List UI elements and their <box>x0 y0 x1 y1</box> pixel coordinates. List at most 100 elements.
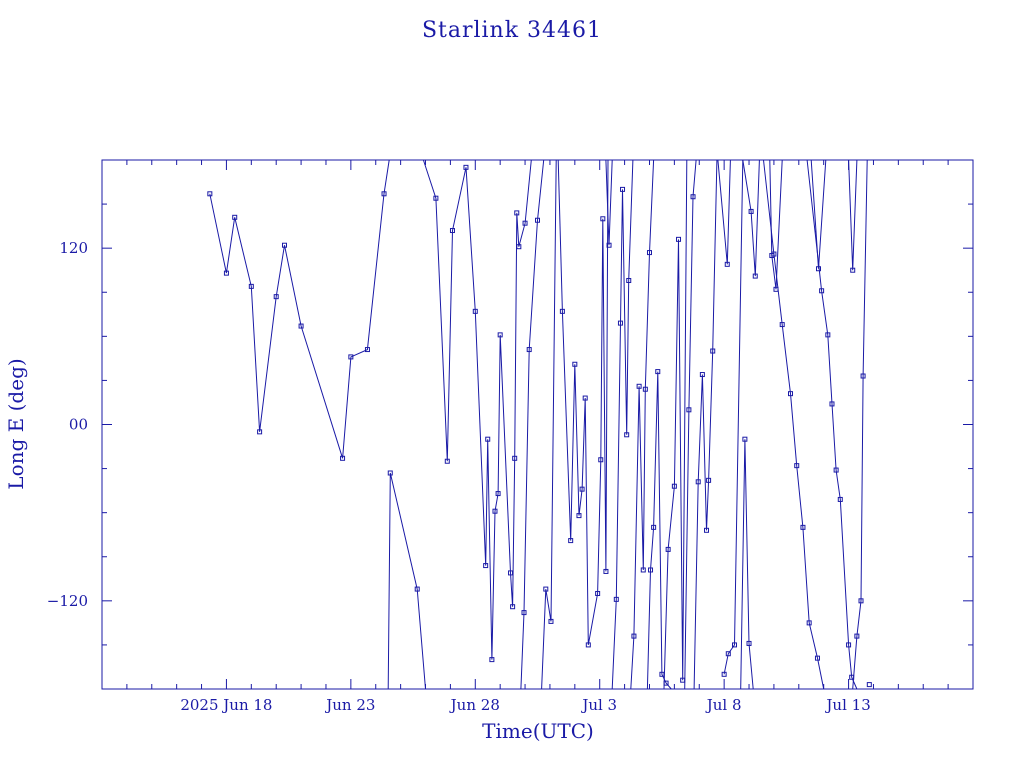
data-point <box>340 455 346 461</box>
series-line <box>852 159 868 690</box>
data-point <box>463 164 469 170</box>
data-point <box>724 261 730 267</box>
x-tick-label: Jul 8 <box>705 696 742 714</box>
data-point <box>472 308 478 314</box>
series-line <box>209 159 390 459</box>
data-point <box>710 348 716 354</box>
data-point <box>449 228 455 234</box>
data-point <box>485 436 491 442</box>
data-point <box>825 332 831 338</box>
data-point <box>806 620 812 626</box>
series-line <box>848 159 858 271</box>
data-point <box>576 513 582 519</box>
axis-ticks <box>101 159 974 690</box>
series-line <box>684 159 697 690</box>
data-point <box>695 479 701 485</box>
data-point <box>559 308 565 314</box>
data-point <box>706 477 712 483</box>
data-point <box>273 294 279 300</box>
data-point <box>489 657 495 663</box>
data-point <box>642 386 648 392</box>
series-line <box>806 159 858 690</box>
series-line <box>611 159 634 690</box>
data-point <box>788 391 794 397</box>
data-point <box>846 642 852 648</box>
data-point <box>640 567 646 573</box>
data-point <box>699 372 705 378</box>
y-tick-label: 120 <box>59 239 88 257</box>
series-line <box>646 371 672 690</box>
data-point <box>444 458 450 464</box>
data-point <box>860 373 866 379</box>
data-point <box>381 191 387 197</box>
x-tick-label: Jun 28 <box>449 696 500 714</box>
data-point <box>512 455 518 461</box>
data-point <box>248 283 254 289</box>
data-point <box>508 570 514 576</box>
data-point <box>579 486 585 492</box>
data-point <box>617 320 623 326</box>
data-point <box>223 270 229 276</box>
y-tick-label: −120 <box>47 592 88 610</box>
data-point <box>659 671 665 677</box>
series-line <box>717 159 731 265</box>
data-point <box>516 244 522 250</box>
data-point <box>680 677 686 683</box>
data-point <box>548 618 554 624</box>
data-point <box>794 463 800 469</box>
data-point <box>572 361 578 367</box>
series-line <box>422 159 532 660</box>
series-line <box>810 159 827 269</box>
data-point <box>585 642 591 648</box>
data-point <box>819 288 825 294</box>
series-line <box>520 159 545 690</box>
data-point <box>595 590 601 596</box>
y-tick-labels: 120 00 −120 <box>47 239 88 610</box>
data-point <box>866 682 872 688</box>
data-point <box>598 457 604 463</box>
series-line <box>740 439 754 690</box>
data-point <box>387 470 393 476</box>
data-point <box>348 354 354 360</box>
data-point <box>651 524 657 530</box>
series-line <box>387 472 426 690</box>
plot-frame <box>101 159 974 690</box>
data-point <box>725 651 731 657</box>
series-line <box>769 159 783 290</box>
data-point <box>816 266 822 272</box>
data-point <box>779 322 785 328</box>
data-point <box>748 208 754 214</box>
x-tick-label: Jul 13 <box>824 696 870 714</box>
data-point <box>521 610 527 616</box>
data-point <box>232 214 238 220</box>
data-point <box>624 432 630 438</box>
data-point <box>568 538 574 544</box>
series-line <box>557 159 609 645</box>
data-point <box>671 483 677 489</box>
x-tick-label: 2025 Jun 18 <box>180 696 272 714</box>
data-point <box>613 596 619 602</box>
y-tick-label: 00 <box>69 416 88 434</box>
data-point <box>829 401 835 407</box>
data-point <box>603 568 609 574</box>
data-point <box>663 680 669 686</box>
data-point <box>773 286 779 292</box>
data-point <box>207 191 213 197</box>
points-layer <box>207 164 872 688</box>
data-point <box>752 273 758 279</box>
data-point <box>281 242 287 248</box>
data-point <box>522 220 528 226</box>
data-point <box>676 236 682 242</box>
data-point <box>514 210 520 216</box>
data-point <box>850 267 856 273</box>
data-point <box>535 217 540 223</box>
series-line <box>763 159 825 690</box>
x-axis-label: Time(UTC) <box>482 719 594 743</box>
data-point <box>646 250 652 256</box>
data-point <box>582 395 588 401</box>
data-point <box>690 194 696 200</box>
data-point <box>433 195 439 201</box>
chart-title: Starlink 34461 <box>422 18 602 43</box>
data-point <box>837 496 843 502</box>
